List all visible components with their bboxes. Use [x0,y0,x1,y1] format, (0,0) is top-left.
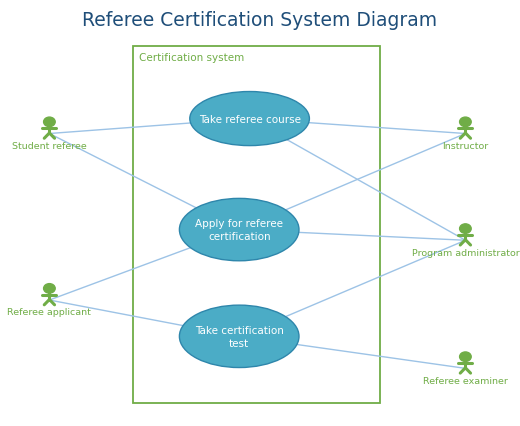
Text: Instructor: Instructor [443,141,488,150]
Text: Program administrator: Program administrator [411,248,519,257]
Ellipse shape [179,305,299,368]
Circle shape [460,118,471,127]
Bar [133,47,380,403]
Circle shape [460,352,471,362]
Text: Referee applicant: Referee applicant [7,308,92,317]
Ellipse shape [179,199,299,261]
Circle shape [460,225,471,234]
Text: Certification system: Certification system [139,53,244,63]
Text: Apply for referee
certification: Apply for referee certification [195,219,283,242]
Circle shape [44,284,55,294]
Ellipse shape [190,92,309,146]
Text: Referee examiner: Referee examiner [423,376,508,385]
Text: Take certification
test: Take certification test [195,325,283,348]
Text: Referee Certification System Diagram: Referee Certification System Diagram [83,11,437,29]
Text: Student referee: Student referee [12,141,87,150]
Text: Take referee course: Take referee course [199,114,301,124]
Circle shape [44,118,55,127]
